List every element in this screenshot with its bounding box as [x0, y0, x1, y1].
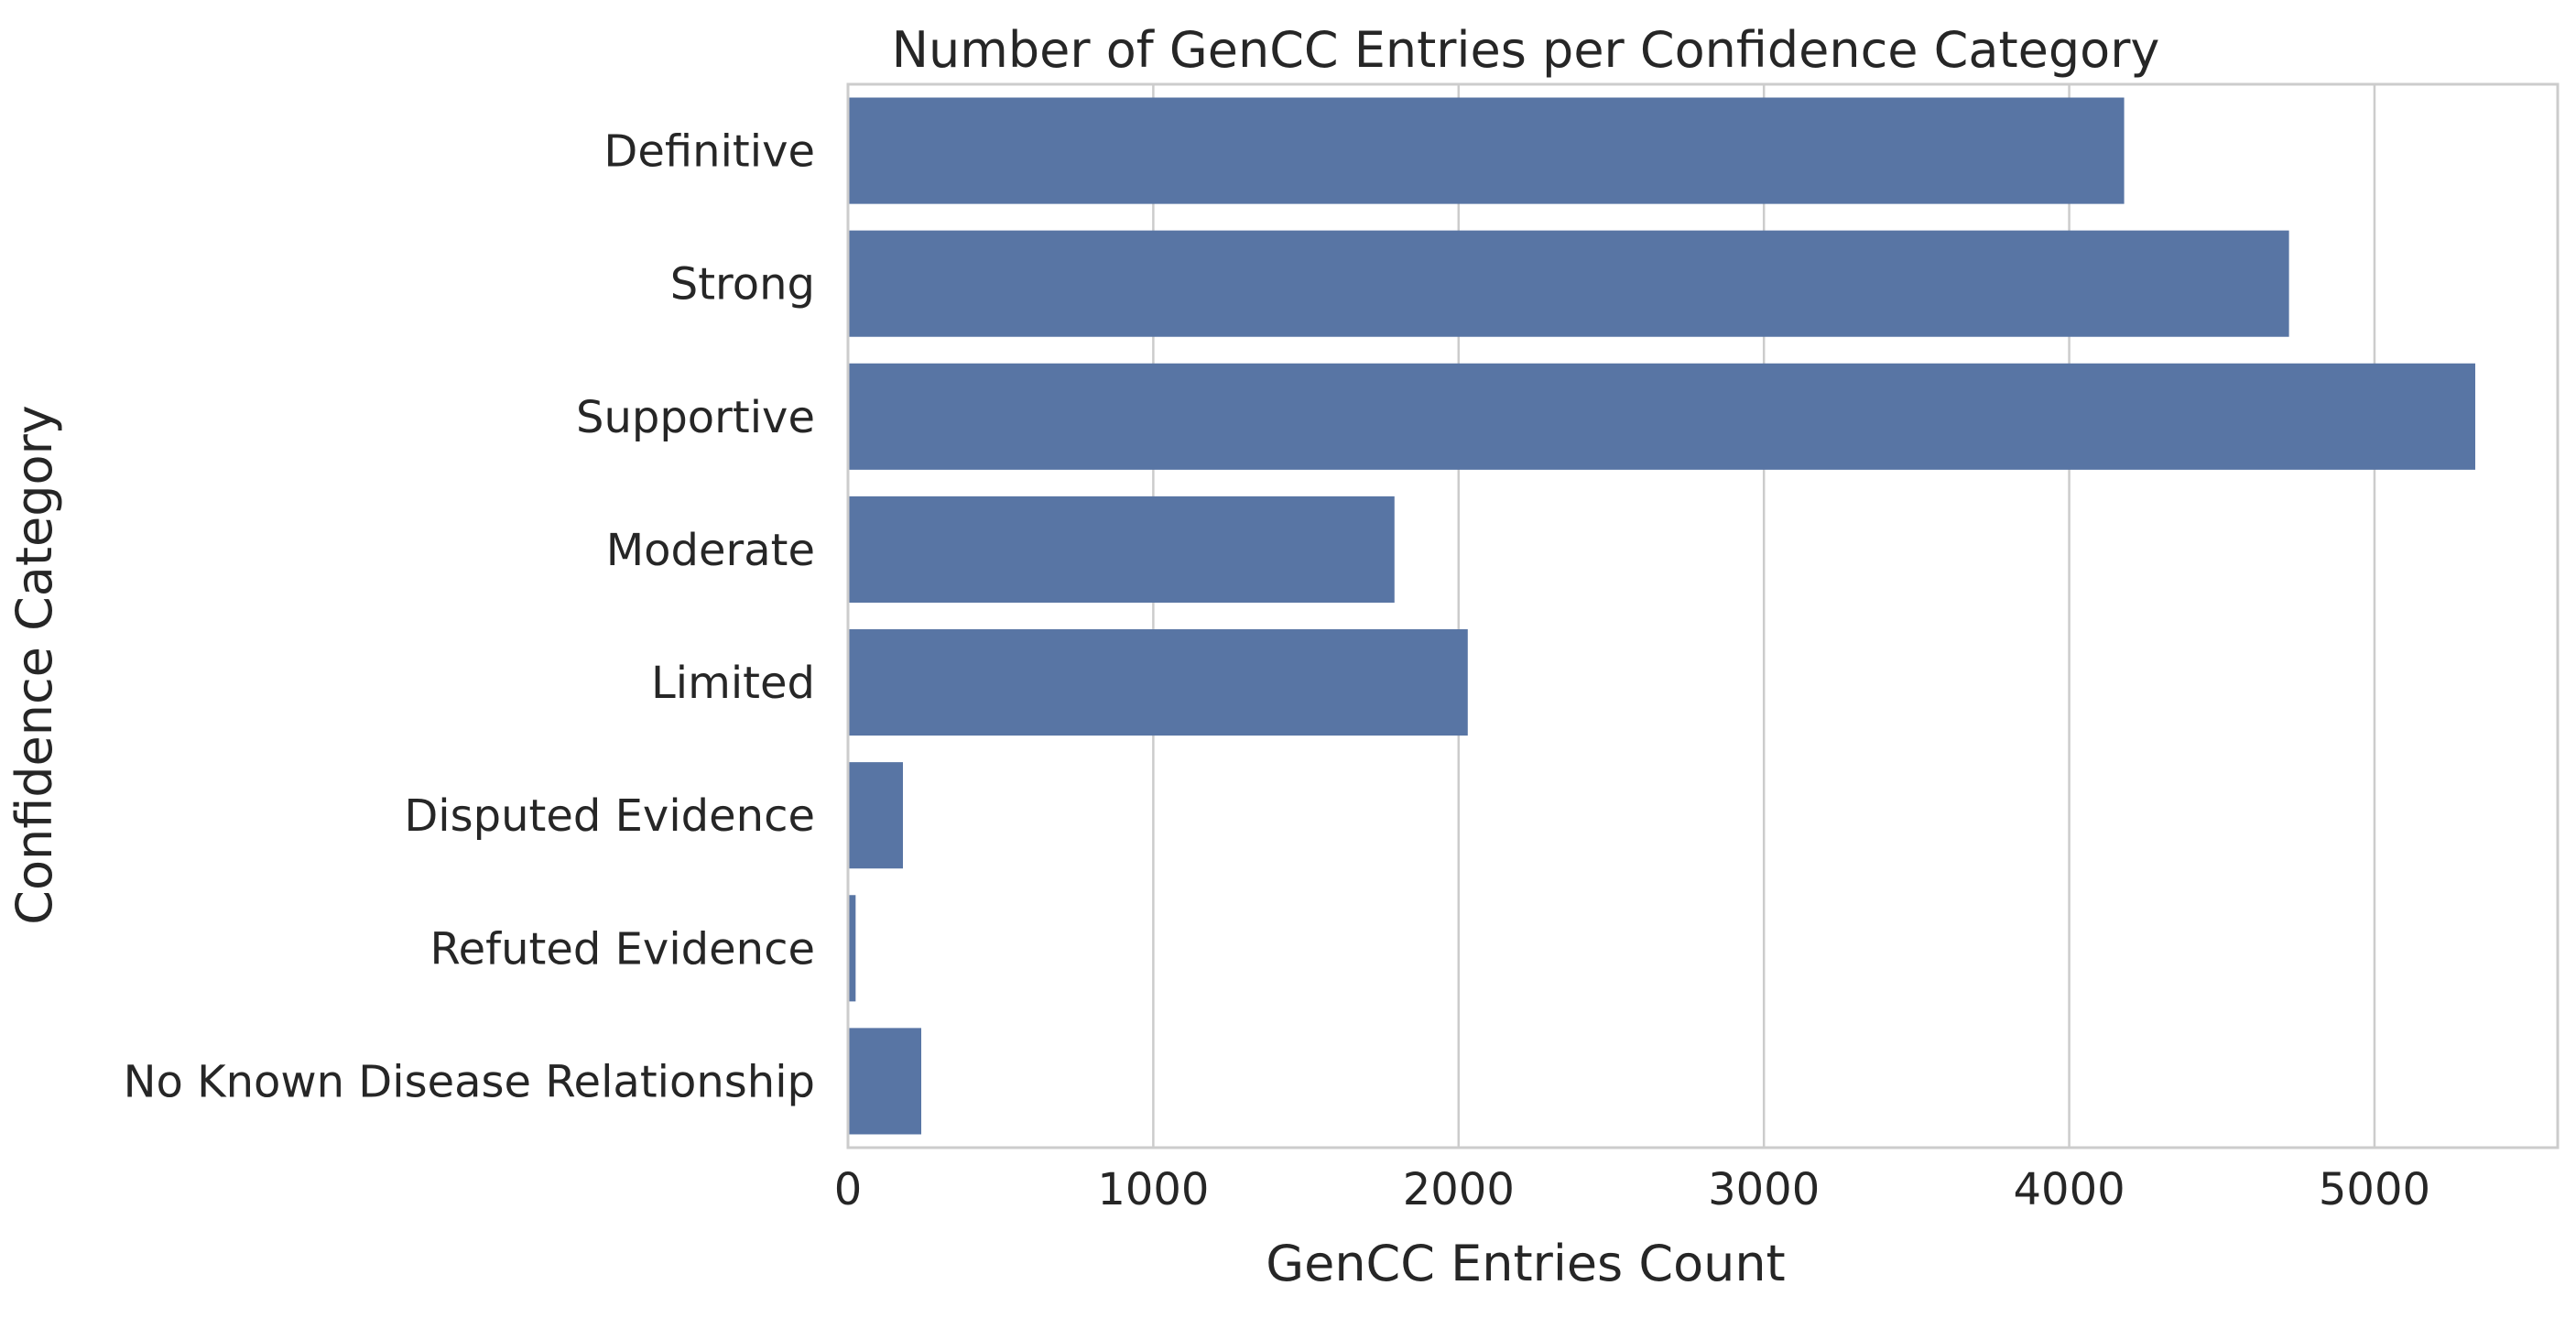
x-tick-label: 5000: [2319, 1164, 2430, 1215]
y-tick-label: Refuted Evidence: [429, 923, 815, 975]
y-tick-labels: Definitive Strong Supportive Moderate Limite…: [124, 126, 815, 1108]
x-axis-label: GenCC Entries Count: [1266, 1235, 1785, 1292]
y-tick-label: Definitive: [603, 126, 815, 178]
bar: [848, 1028, 922, 1135]
bar: [848, 762, 904, 869]
bar: [848, 895, 856, 1002]
y-tick-label: Supportive: [576, 392, 815, 443]
y-tick-label: No Known Disease Relationship: [124, 1056, 815, 1107]
x-tick-labels: 0 1000 2000 3000 4000 5000: [834, 1164, 2430, 1215]
x-tick-label: 2000: [1403, 1164, 1515, 1215]
bar: [848, 496, 1395, 603]
y-tick-label: Limited: [651, 658, 815, 709]
x-tick-label: 0: [834, 1164, 863, 1215]
bar: [848, 363, 2475, 470]
y-tick-label: Strong: [670, 259, 815, 310]
bars: [848, 97, 2475, 1135]
bar: [848, 97, 2125, 204]
y-tick-label: Disputed Evidence: [404, 790, 815, 842]
x-tick-label: 3000: [1708, 1164, 1820, 1215]
plot-frame: [846, 82, 2560, 1149]
y-tick-label: Moderate: [606, 525, 815, 576]
x-tick-label: 4000: [2013, 1164, 2125, 1215]
bar: [848, 230, 2289, 337]
x-tick-label: 1000: [1097, 1164, 1209, 1215]
chart-title: Number of GenCC Entries per Confidence C…: [892, 21, 2160, 79]
bar: [848, 629, 1468, 736]
y-axis-label: Confidence Category: [5, 405, 63, 924]
